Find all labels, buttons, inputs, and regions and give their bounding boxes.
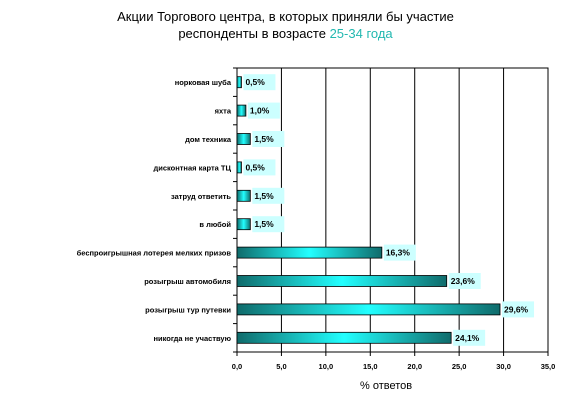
data-label-bg	[502, 301, 535, 318]
data-labels: 0,5% 1,0% 1,5% 0,5% 1,5% 1,5% 16,3% 23,6% 29,6% 2…	[243, 74, 535, 346]
category-label: беспроигрышная лотерея мелких призов	[77, 249, 232, 258]
data-label-bg	[453, 329, 486, 346]
data-label-bg	[448, 273, 481, 289]
bar	[236, 218, 251, 231]
data-label: 29,6%	[504, 304, 529, 314]
x-tick-label: 20,0	[407, 362, 422, 371]
x-tick-label: 0,0	[232, 362, 242, 371]
x-tick-label: 15,0	[363, 362, 378, 371]
data-label-bg	[252, 131, 285, 147]
data-label-bg	[247, 102, 280, 119]
category-label: яхта	[215, 107, 232, 116]
bar	[236, 104, 247, 117]
category-label: дисконтная карта ТЦ	[153, 163, 231, 172]
chart-title: Акции Торгового центра, в которых принял…	[0, 8, 571, 42]
data-label: 1,5%	[254, 191, 274, 201]
data-label-bg	[252, 216, 285, 233]
bar	[236, 76, 242, 89]
x-tick-label: 5,0	[276, 362, 286, 371]
data-label: 24,1%	[455, 333, 480, 343]
data-label: 1,0%	[250, 106, 270, 116]
chart-title-line2: респонденты в возрасте 25-34 года	[0, 25, 571, 42]
category-label: никогда не участвую	[153, 334, 231, 343]
bar	[236, 133, 251, 145]
bar	[236, 331, 452, 344]
data-label: 1,5%	[254, 219, 274, 229]
bar	[236, 161, 242, 174]
category-label: розыгрыш тур путевки	[145, 305, 231, 314]
category-label: розыгрыш автомобиля	[144, 277, 231, 286]
data-label-bg	[383, 244, 416, 261]
bar	[236, 189, 251, 202]
data-label-bg	[252, 187, 285, 204]
x-axis-label: % ответов	[360, 380, 413, 392]
chart-title-accent: 25-34 года	[329, 26, 393, 41]
bar	[236, 246, 383, 259]
data-label-bg	[243, 74, 276, 91]
category-label: в любой	[199, 220, 231, 229]
bar	[236, 275, 448, 287]
data-label-bg	[243, 159, 276, 176]
category-label: затруд ответить	[171, 192, 231, 201]
x-axis-ticks: 0,0 5,0 10,0 15,0 20,0 25,0 30,0 35,0	[232, 67, 556, 371]
x-tick-label: 30,0	[496, 362, 511, 371]
chart-title-line1: Акции Торгового центра, в которых принял…	[117, 9, 454, 24]
data-label: 1,5%	[254, 134, 274, 144]
category-labels: норковая шуба яхта дом техника дисконтная к…	[77, 78, 232, 343]
x-tick-label: 25,0	[452, 362, 467, 371]
data-label: 16,3%	[386, 248, 411, 258]
x-tick-label: 10,0	[319, 362, 334, 371]
data-label: 0,5%	[245, 162, 265, 172]
bars	[236, 76, 501, 344]
data-label: 23,6%	[451, 276, 476, 286]
bar	[236, 303, 501, 316]
category-label: норковая шуба	[175, 78, 232, 87]
category-label: дом техника	[185, 135, 232, 144]
data-label: 0,5%	[245, 77, 265, 87]
x-tick-label: 35,0	[541, 362, 556, 371]
chart-title-line2-prefix: респонденты в возрасте	[178, 26, 330, 41]
